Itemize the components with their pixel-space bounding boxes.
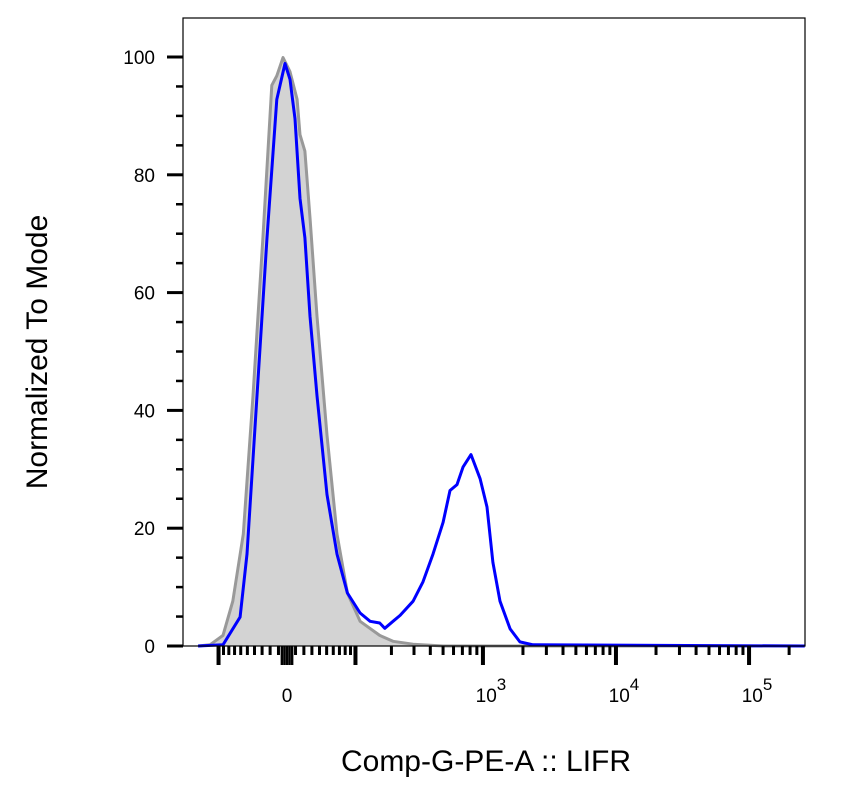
y-tick-label: 40 — [134, 401, 155, 422]
x-tick-label: 104 — [609, 675, 640, 707]
x-tick-exponent: 3 — [497, 675, 506, 694]
y-tick-label: 0 — [144, 637, 155, 658]
x-tick-label: 105 — [742, 675, 773, 707]
y-tick-label: 100 — [123, 48, 155, 69]
y-tick-label: 60 — [134, 284, 155, 305]
x-tick-base: 10 — [609, 686, 630, 707]
y-axis: 0 20 40 60 80 100 — [123, 48, 183, 658]
x-tick-label: 103 — [476, 675, 507, 707]
x-tick-exponent: 4 — [630, 675, 639, 694]
y-tick-label: 20 — [134, 519, 155, 540]
x-tick-exponent: 5 — [763, 675, 772, 694]
series-layer — [183, 56, 805, 648]
x-tick-base: 10 — [742, 686, 763, 707]
series-line-0 — [197, 56, 805, 648]
y-axis-title: Normalized To Mode — [21, 215, 54, 490]
plot-frame — [182, 17, 806, 647]
y-tick-label: 80 — [134, 166, 155, 187]
x-tick-label: 0 — [282, 686, 293, 707]
x-tick-base: 0 — [282, 686, 293, 707]
x-axis-title: Comp-G-PE-A :: LIFR — [341, 745, 631, 778]
series-fill-0 — [183, 57, 805, 647]
x-tick-base: 10 — [476, 686, 497, 707]
series-line-1 — [198, 62, 805, 648]
